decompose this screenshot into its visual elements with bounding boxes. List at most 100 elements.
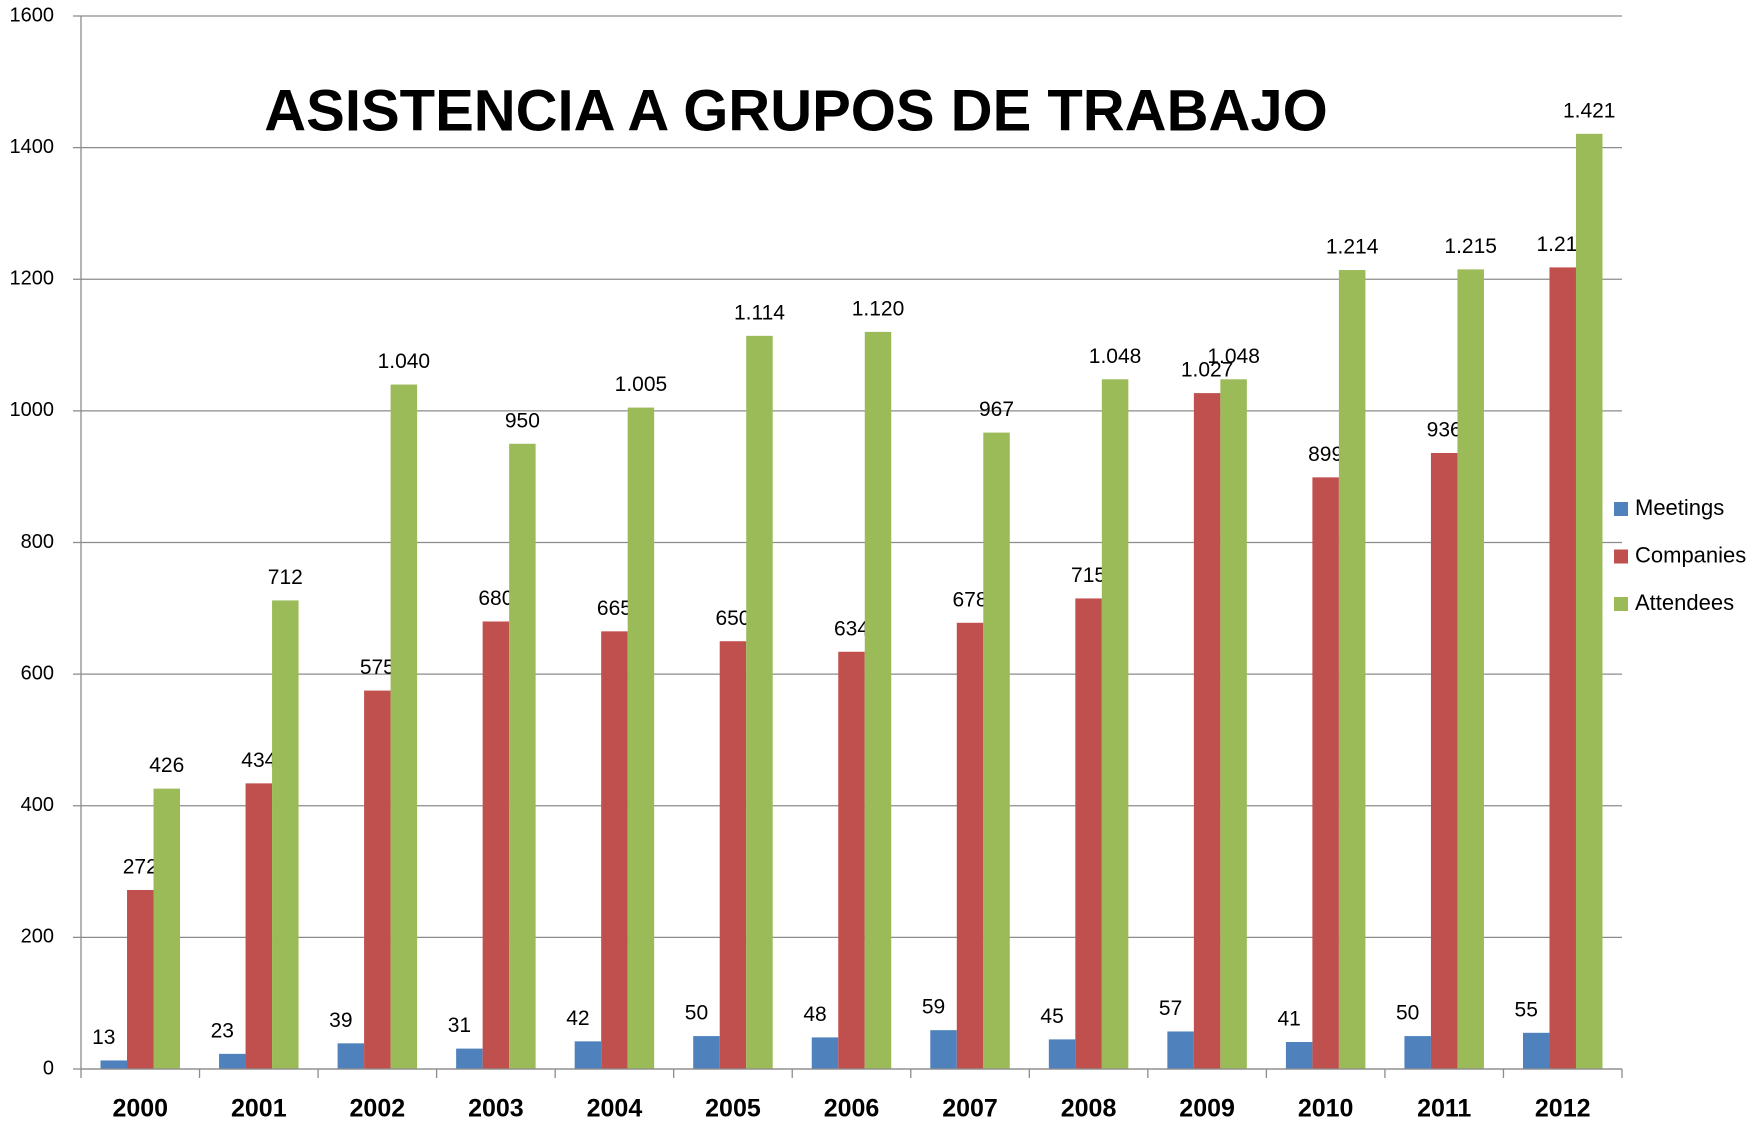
y-tick-label: 1000 bbox=[10, 399, 55, 421]
data-label: 899 bbox=[1308, 443, 1343, 466]
bar bbox=[746, 335, 773, 1069]
bar bbox=[1220, 379, 1247, 1069]
bar bbox=[864, 331, 892, 1069]
data-label: 967 bbox=[979, 398, 1014, 421]
data-label: 1.005 bbox=[615, 373, 668, 396]
y-tick-label: 1600 bbox=[10, 4, 55, 26]
bar bbox=[838, 651, 865, 1069]
data-label: 45 bbox=[1040, 1005, 1063, 1028]
data-label: 50 bbox=[685, 1002, 708, 1025]
bar bbox=[1075, 598, 1102, 1069]
bar bbox=[153, 788, 181, 1069]
data-label: 575 bbox=[360, 656, 395, 679]
data-label: 715 bbox=[1071, 564, 1106, 587]
legend-label: Meetings bbox=[1635, 495, 1724, 520]
data-label: 1.048 bbox=[1089, 345, 1142, 368]
bar bbox=[1193, 393, 1221, 1070]
data-label: 1.040 bbox=[378, 350, 431, 373]
data-label: 665 bbox=[597, 597, 632, 620]
data-label: 634 bbox=[834, 617, 869, 640]
y-tick-label: 0 bbox=[43, 1057, 54, 1079]
data-label: 1.421 bbox=[1563, 99, 1616, 122]
bar bbox=[956, 622, 984, 1069]
x-tick-label: 2007 bbox=[942, 1095, 998, 1123]
x-tick-label: 2004 bbox=[587, 1095, 643, 1123]
x-tick-label: 2002 bbox=[350, 1095, 406, 1123]
data-label: 55 bbox=[1515, 998, 1538, 1021]
data-label: 59 bbox=[922, 996, 945, 1019]
data-label: 1.218 bbox=[1536, 233, 1589, 256]
x-tick-label: 2008 bbox=[1061, 1095, 1117, 1123]
data-label: 1.214 bbox=[1326, 236, 1379, 259]
bar bbox=[272, 600, 299, 1069]
bar bbox=[127, 889, 154, 1069]
data-label: 272 bbox=[123, 856, 158, 879]
bar bbox=[100, 1060, 128, 1069]
bar bbox=[719, 641, 747, 1069]
x-tick-label: 2000 bbox=[112, 1095, 168, 1123]
data-label: 680 bbox=[478, 587, 513, 610]
x-tick-label: 2010 bbox=[1298, 1095, 1354, 1123]
data-label: 1.114 bbox=[734, 301, 785, 324]
data-label: 426 bbox=[149, 754, 184, 777]
bar bbox=[1430, 452, 1458, 1069]
legend-swatch bbox=[1614, 597, 1628, 611]
bar bbox=[1338, 270, 1366, 1069]
x-tick-label: 2011 bbox=[1417, 1095, 1471, 1123]
data-label: 50 bbox=[1396, 1002, 1419, 1025]
y-tick-label: 1400 bbox=[10, 136, 55, 158]
y-tick-label: 1200 bbox=[10, 268, 55, 290]
bar bbox=[1549, 267, 1576, 1069]
bar bbox=[219, 1053, 246, 1069]
bar bbox=[693, 1036, 720, 1069]
data-label: 48 bbox=[803, 1003, 826, 1026]
data-label: 31 bbox=[448, 1014, 471, 1037]
legend-swatch bbox=[1614, 549, 1628, 564]
y-tick-label: 400 bbox=[21, 794, 54, 816]
bar bbox=[337, 1043, 365, 1069]
data-label: 678 bbox=[953, 588, 988, 611]
legend-label: Attendees bbox=[1635, 590, 1734, 615]
bar bbox=[601, 631, 628, 1069]
x-tick-label: 2001 bbox=[231, 1095, 287, 1123]
bar bbox=[456, 1048, 483, 1069]
x-tick-label: 2009 bbox=[1179, 1095, 1235, 1123]
bar bbox=[1457, 269, 1484, 1069]
x-tick-label: 2005 bbox=[705, 1095, 761, 1123]
bar bbox=[983, 432, 1010, 1069]
y-tick-label: 200 bbox=[21, 926, 54, 948]
data-label: 434 bbox=[241, 749, 276, 772]
data-label: 39 bbox=[329, 1009, 352, 1032]
bar bbox=[574, 1041, 602, 1069]
bar bbox=[930, 1030, 957, 1069]
bar bbox=[627, 407, 655, 1070]
bar bbox=[1285, 1042, 1313, 1069]
data-label: 1.215 bbox=[1444, 235, 1497, 258]
bar bbox=[1312, 477, 1339, 1070]
bar bbox=[1404, 1036, 1431, 1069]
data-label: 57 bbox=[1159, 997, 1182, 1020]
x-tick-label: 2003 bbox=[468, 1095, 524, 1123]
data-label: 1.120 bbox=[852, 297, 905, 320]
bar bbox=[1048, 1039, 1076, 1069]
legend-label: Companies bbox=[1635, 542, 1746, 567]
y-tick-label: 600 bbox=[21, 662, 54, 684]
data-label: 42 bbox=[566, 1007, 589, 1030]
bar bbox=[811, 1037, 839, 1069]
bar bbox=[245, 783, 273, 1069]
bar bbox=[364, 690, 391, 1069]
x-tick-label: 2012 bbox=[1535, 1095, 1591, 1123]
bar bbox=[1101, 379, 1129, 1069]
bar bbox=[390, 384, 418, 1069]
data-label: 712 bbox=[268, 566, 303, 589]
legend-swatch bbox=[1614, 502, 1628, 516]
chart-title: ASISTENCIA A GRUPOS DE TRABAJO bbox=[264, 78, 1327, 143]
data-label: 936 bbox=[1427, 419, 1462, 442]
bar bbox=[482, 621, 510, 1069]
bar bbox=[509, 443, 536, 1069]
data-label: 950 bbox=[505, 409, 540, 432]
data-label: 650 bbox=[715, 607, 750, 630]
bar bbox=[1575, 133, 1603, 1069]
data-label: 1.027 bbox=[1181, 359, 1234, 382]
